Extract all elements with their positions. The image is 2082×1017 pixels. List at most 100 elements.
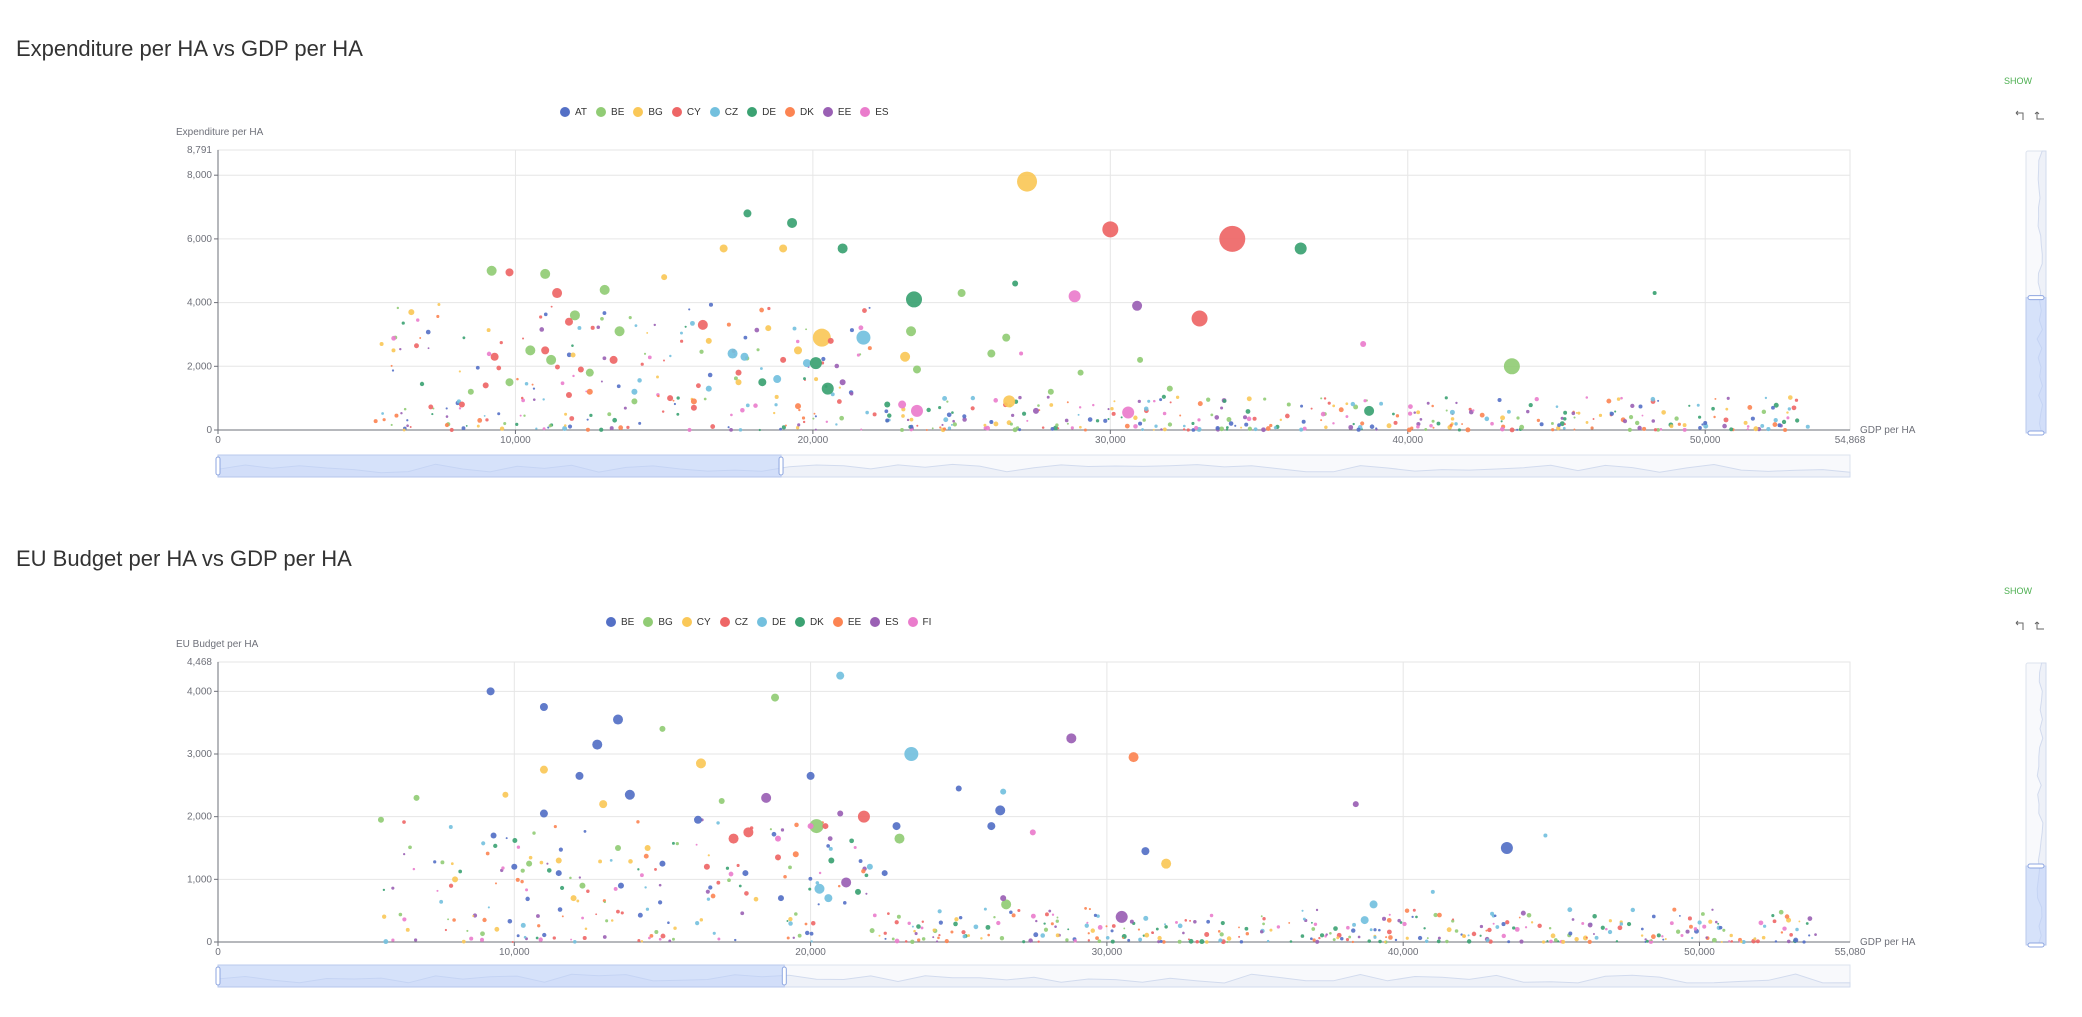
data-point[interactable] [802, 359, 811, 368]
data-point[interactable] [1132, 300, 1143, 311]
data-point[interactable] [987, 822, 996, 831]
data-point[interactable] [502, 791, 509, 798]
horizontal-zoom-slider[interactable] [215, 964, 1851, 988]
data-point[interactable] [467, 388, 474, 395]
data-point[interactable] [1360, 341, 1367, 348]
data-point[interactable] [866, 863, 873, 870]
data-point[interactable] [827, 337, 834, 344]
data-point[interactable] [391, 348, 396, 353]
legend-item-dk[interactable]: DK [785, 107, 814, 118]
data-point[interactable] [661, 274, 668, 281]
data-point[interactable] [758, 378, 767, 387]
data-point[interactable] [773, 375, 782, 384]
data-point[interactable] [452, 876, 459, 883]
data-point[interactable] [1047, 388, 1054, 395]
data-point[interactable] [613, 714, 623, 725]
data-point[interactable] [771, 693, 780, 702]
vslider-handle[interactable] [2027, 942, 2045, 948]
data-point[interactable] [394, 413, 399, 418]
data-point[interactable] [795, 403, 802, 410]
data-point[interactable] [579, 882, 586, 889]
vslider-handle[interactable] [2027, 295, 2045, 301]
data-point[interactable] [555, 857, 562, 864]
data-point[interactable] [735, 369, 742, 376]
data-point[interactable] [1301, 419, 1306, 424]
legend-item-es[interactable]: ES [860, 107, 889, 118]
data-point[interactable] [1166, 385, 1173, 392]
data-point[interactable] [761, 792, 772, 803]
data-point[interactable] [806, 771, 815, 780]
legend-item-at[interactable]: AT [560, 107, 587, 118]
data-point[interactable] [728, 833, 739, 844]
slider-handle[interactable] [781, 966, 787, 986]
data-point[interactable] [694, 815, 702, 824]
data-point[interactable] [1001, 899, 1012, 910]
data-point[interactable] [552, 288, 563, 299]
data-point[interactable] [482, 382, 489, 389]
data-point[interactable] [837, 810, 844, 817]
data-point[interactable] [697, 319, 708, 330]
data-point[interactable] [526, 860, 533, 867]
data-point[interactable] [486, 687, 495, 696]
data-point[interactable] [904, 746, 919, 761]
data-point[interactable] [740, 352, 749, 361]
data-point[interactable] [1138, 421, 1143, 426]
data-point[interactable] [1161, 858, 1172, 869]
slider-handle[interactable] [215, 456, 221, 476]
data-point[interactable] [615, 844, 621, 851]
data-point[interactable] [779, 244, 788, 253]
data-point[interactable] [995, 805, 1006, 816]
data-point[interactable] [570, 895, 577, 902]
vertical-zoom-slider[interactable] [2025, 662, 2047, 948]
data-point[interactable] [609, 355, 618, 364]
data-point[interactable] [1369, 900, 1378, 909]
data-point[interactable] [987, 349, 996, 358]
data-point[interactable] [1137, 356, 1144, 363]
data-point[interactable] [881, 870, 888, 877]
legend-item-de[interactable]: DE [747, 107, 776, 118]
data-point[interactable] [807, 823, 814, 830]
data-point[interactable] [1012, 280, 1019, 287]
data-point[interactable] [565, 391, 572, 398]
data-point[interactable] [1068, 290, 1081, 303]
zoom-reset-icon[interactable] [2034, 620, 2046, 632]
data-point[interactable] [777, 895, 784, 902]
data-point[interactable] [718, 797, 725, 804]
scatter-chart-eu-budget[interactable]: 0 10,000 20,000 30,000 40,000 50,000 55,080 0 1,… [0, 510, 2082, 1017]
horizontal-zoom-slider[interactable] [215, 454, 1851, 478]
data-point[interactable] [1360, 916, 1369, 925]
data-point[interactable] [555, 870, 562, 877]
data-point[interactable] [809, 357, 822, 370]
data-point[interactable] [780, 356, 787, 363]
data-point[interactable] [1066, 733, 1077, 744]
data-point[interactable] [458, 401, 465, 408]
data-point[interactable] [1490, 911, 1495, 916]
data-point[interactable] [624, 789, 635, 800]
slider-handle[interactable] [778, 456, 784, 476]
data-point[interactable] [735, 379, 742, 386]
data-point[interactable] [1115, 910, 1128, 923]
data-point[interactable] [912, 365, 921, 374]
data-point[interactable] [1102, 221, 1119, 238]
data-point[interactable] [1019, 351, 1024, 356]
legend-item-cy[interactable]: CY [671, 107, 701, 118]
data-point[interactable] [837, 243, 848, 254]
data-point[interactable] [695, 758, 706, 769]
data-point[interactable] [906, 326, 917, 337]
data-point[interactable] [1141, 847, 1150, 856]
data-point[interactable] [824, 894, 833, 903]
data-point[interactable] [792, 851, 799, 858]
data-point[interactable] [812, 328, 831, 347]
legend-item-cy[interactable]: CY [681, 617, 711, 628]
data-point[interactable] [719, 244, 728, 253]
legend-item-cz[interactable]: CZ [719, 617, 748, 628]
data-point[interactable] [599, 800, 608, 809]
data-point[interactable] [585, 368, 594, 377]
data-point[interactable] [1000, 788, 1007, 795]
data-point[interactable] [705, 385, 712, 392]
vslider-handle[interactable] [2027, 430, 2045, 436]
data-point[interactable] [546, 354, 557, 365]
data-point[interactable] [743, 209, 752, 218]
data-point[interactable] [906, 291, 923, 308]
data-point[interactable] [575, 771, 584, 780]
